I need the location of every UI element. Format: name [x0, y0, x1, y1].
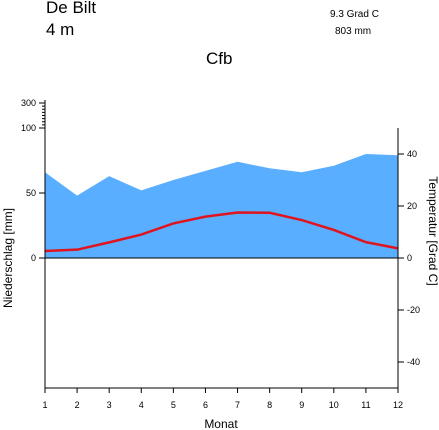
x-tick-label: 10 — [329, 400, 339, 410]
left-tick-label: 0 — [31, 253, 36, 263]
right-tick-label: -40 — [407, 357, 420, 367]
temperature-line — [44, 211, 399, 253]
x-tick-label: 6 — [203, 400, 208, 410]
right-tick-label: 40 — [407, 149, 417, 159]
y-axis-label-right: Temperatur [Grad C] — [426, 176, 439, 285]
x-axis-label: Monat — [204, 417, 238, 430]
x-tick-label: 7 — [235, 400, 240, 410]
x-tick-label: 9 — [299, 400, 304, 410]
climate-classification: Cfb — [206, 49, 233, 68]
x-tick-label: 12 — [393, 400, 403, 410]
x-tick-label: 8 — [267, 400, 272, 410]
right-tick-label: 20 — [407, 201, 417, 211]
y-axis-label-left: Niederschlag [mm] — [1, 208, 15, 308]
plot-layer — [44, 154, 399, 258]
x-tick-label: 3 — [107, 400, 112, 410]
x-tick-label: 1 — [42, 400, 47, 410]
right-tick-label: -20 — [407, 305, 420, 315]
mean-temperature: 9.3 Grad C — [330, 9, 379, 20]
right-tick-label: 0 — [407, 253, 412, 263]
station-name: De Bilt — [46, 0, 97, 17]
x-tick-label: 4 — [139, 400, 144, 410]
x-tick-label: 5 — [171, 400, 176, 410]
x-tick-label: 11 — [361, 400, 370, 410]
station-elevation: 4 m — [46, 20, 75, 39]
left-tick-label: 300 — [21, 98, 36, 108]
left-tick-label: 50 — [26, 188, 36, 198]
left-tick-label: 100 — [21, 123, 36, 133]
precipitation-area — [45, 154, 398, 258]
x-tick-label: 2 — [75, 400, 80, 410]
annual-precipitation: 803 mm — [335, 26, 372, 37]
